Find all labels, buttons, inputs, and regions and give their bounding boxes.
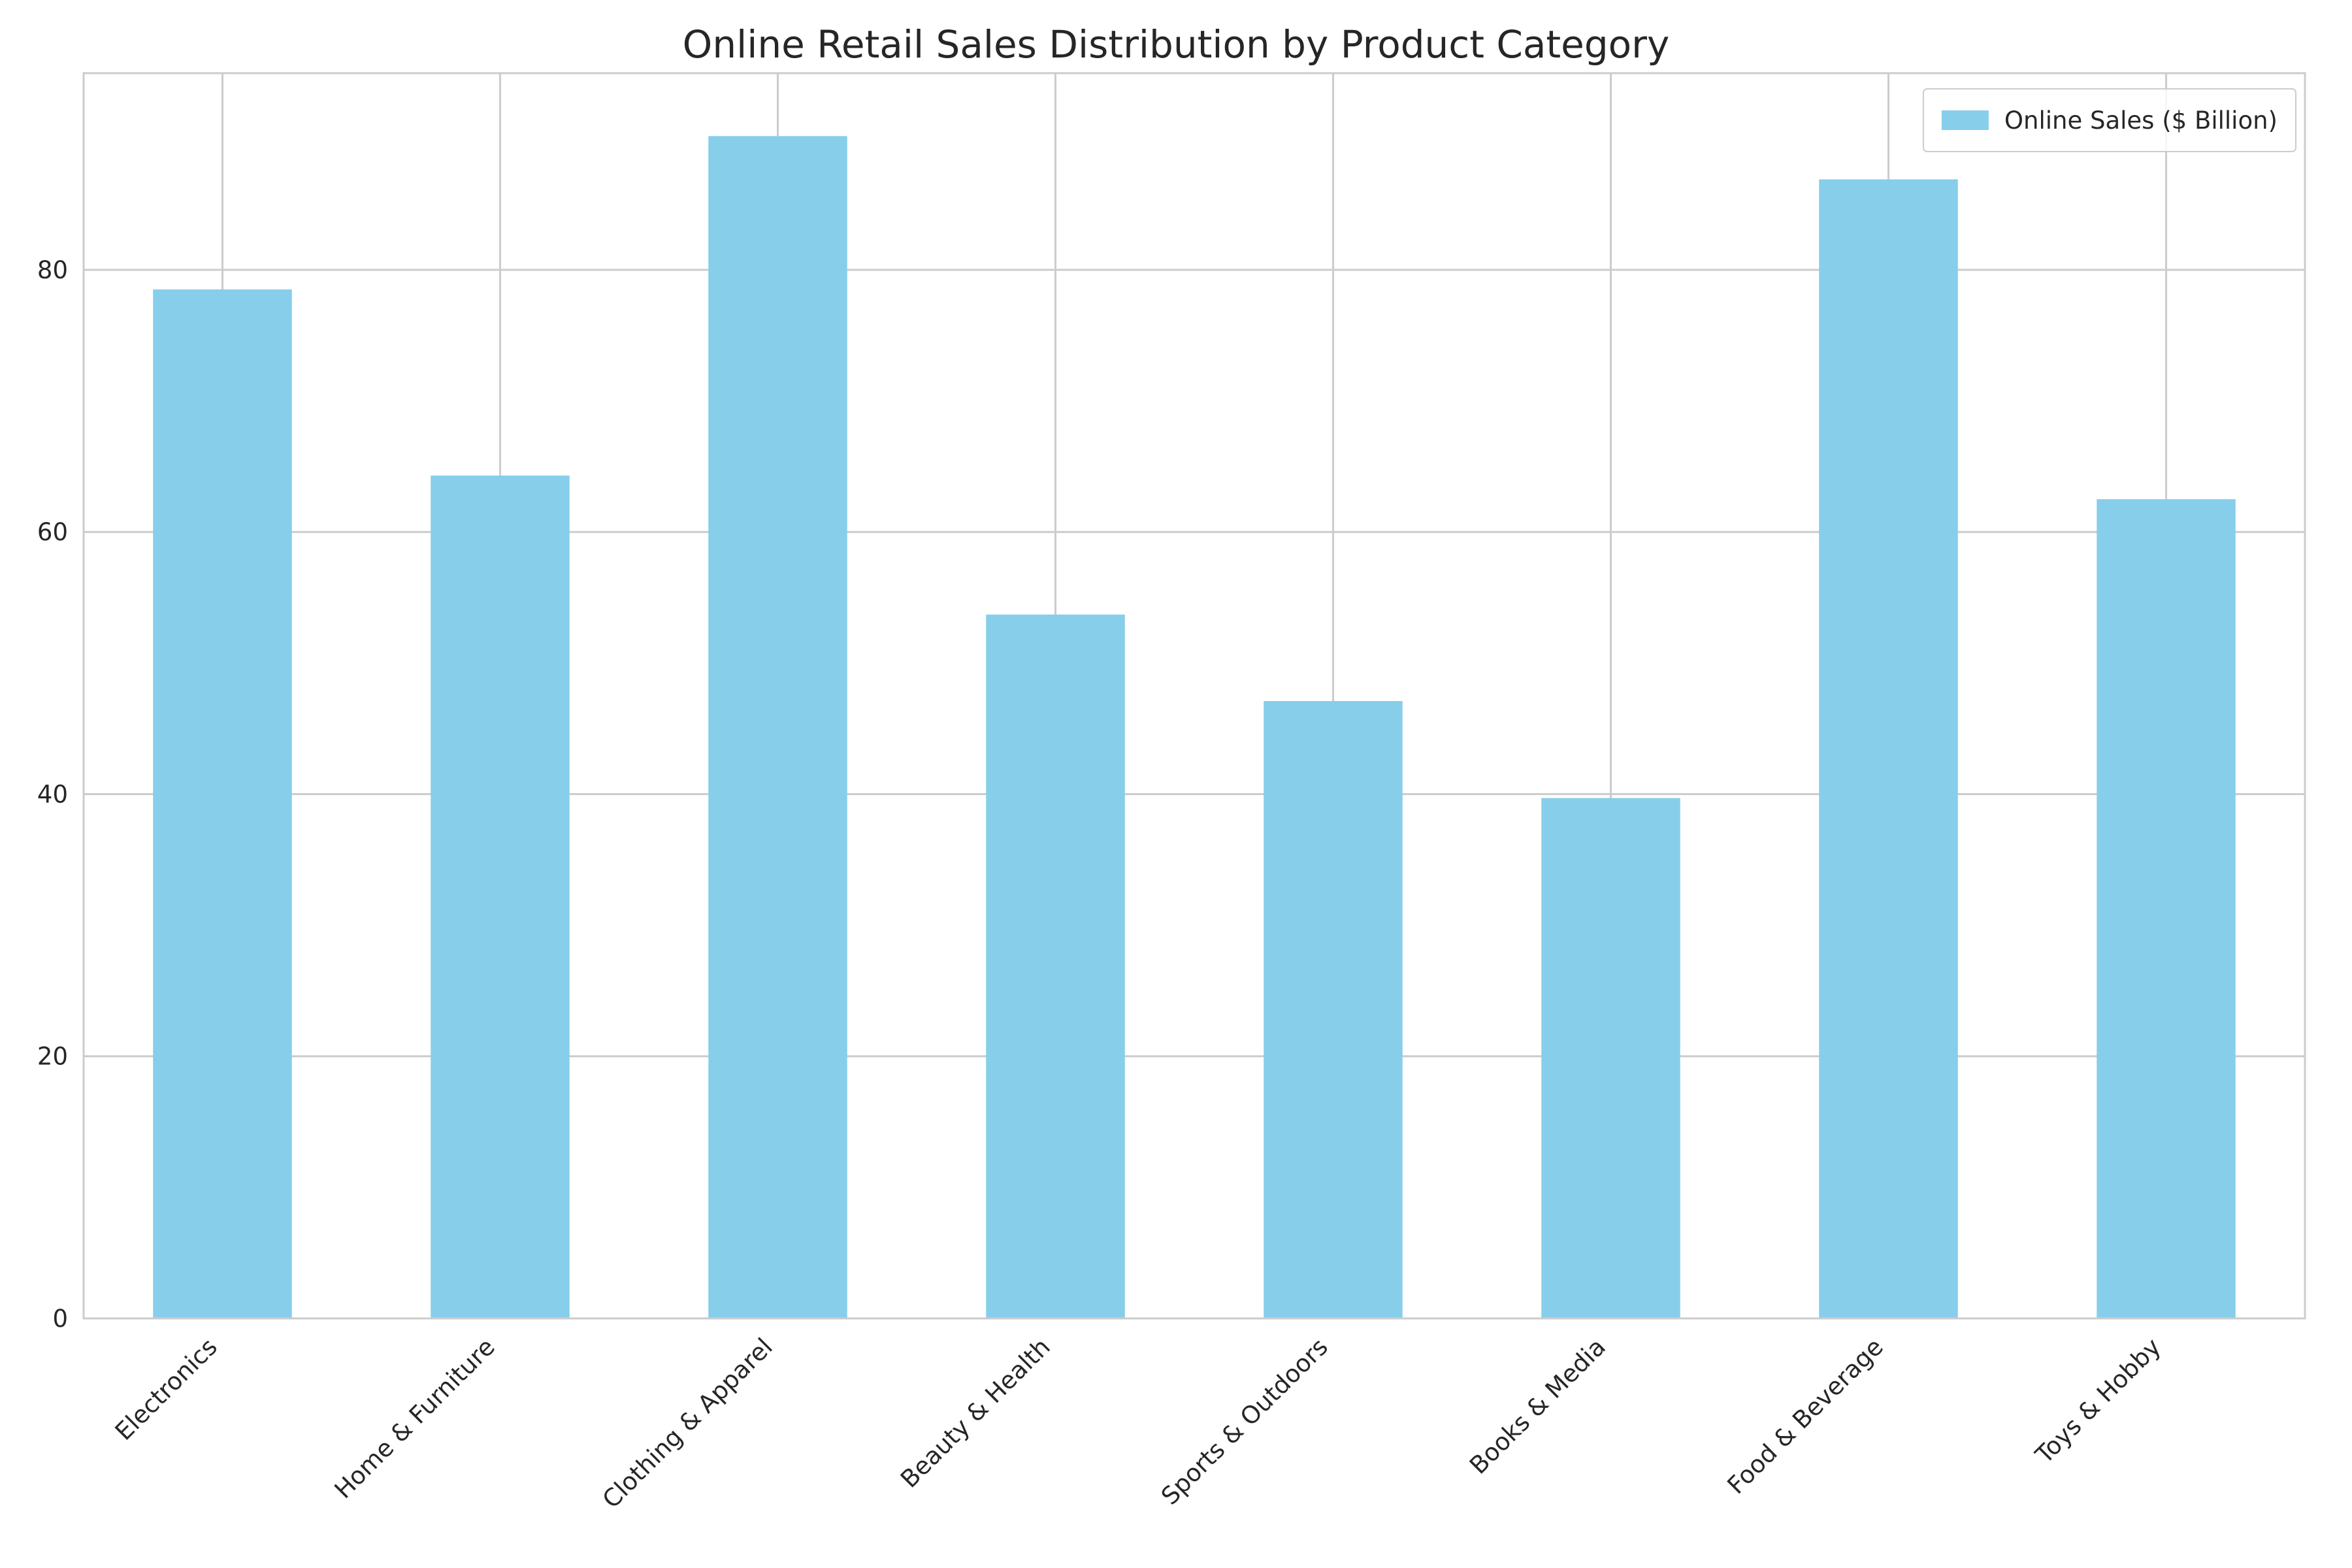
x-axis-ticks: Electronics Home & Furniture Clothing & Ap… <box>110 1333 2166 1514</box>
x-tick-label: Electronics <box>110 1333 223 1446</box>
legend: Online Sales ($ Billion) <box>1922 88 2296 152</box>
bar <box>1264 701 1403 1318</box>
y-tick-label: 20 <box>37 1043 68 1071</box>
y-tick-label: 80 <box>37 256 68 284</box>
x-tick-label: Clothing & Apparel <box>597 1333 778 1514</box>
plot-frame <box>82 72 2306 1320</box>
bar <box>1541 798 1680 1318</box>
chart-title: Online Retail Sales Distribution by Prod… <box>683 22 1670 67</box>
bar <box>1819 179 1958 1318</box>
y-tick-label: 40 <box>37 780 68 808</box>
bar <box>708 136 847 1318</box>
x-tick-label: Home & Furniture <box>329 1333 500 1504</box>
grid-layer <box>84 73 2305 1320</box>
bar <box>2097 499 2236 1318</box>
y-axis-ticks: 0 20 40 60 80 <box>37 256 68 1333</box>
legend-box <box>1922 88 2296 152</box>
bar <box>153 289 292 1318</box>
y-tick-label: 60 <box>37 518 68 546</box>
legend-swatch <box>1941 110 1989 130</box>
x-tick-label: Toys & Hobby <box>2030 1333 2166 1469</box>
x-tick-label: Sports & Outdoors <box>1156 1333 1333 1511</box>
y-tick-label: 0 <box>52 1305 68 1333</box>
x-tick-label: Books & Media <box>1464 1333 1611 1480</box>
bar <box>431 475 570 1318</box>
x-tick-label: Food & Beverage <box>1722 1333 1889 1499</box>
x-tick-label: Beauty & Health <box>895 1333 1056 1494</box>
bars-layer <box>153 136 2236 1318</box>
legend-label: Online Sales ($ Billion) <box>2004 106 2278 135</box>
bar <box>986 614 1125 1318</box>
